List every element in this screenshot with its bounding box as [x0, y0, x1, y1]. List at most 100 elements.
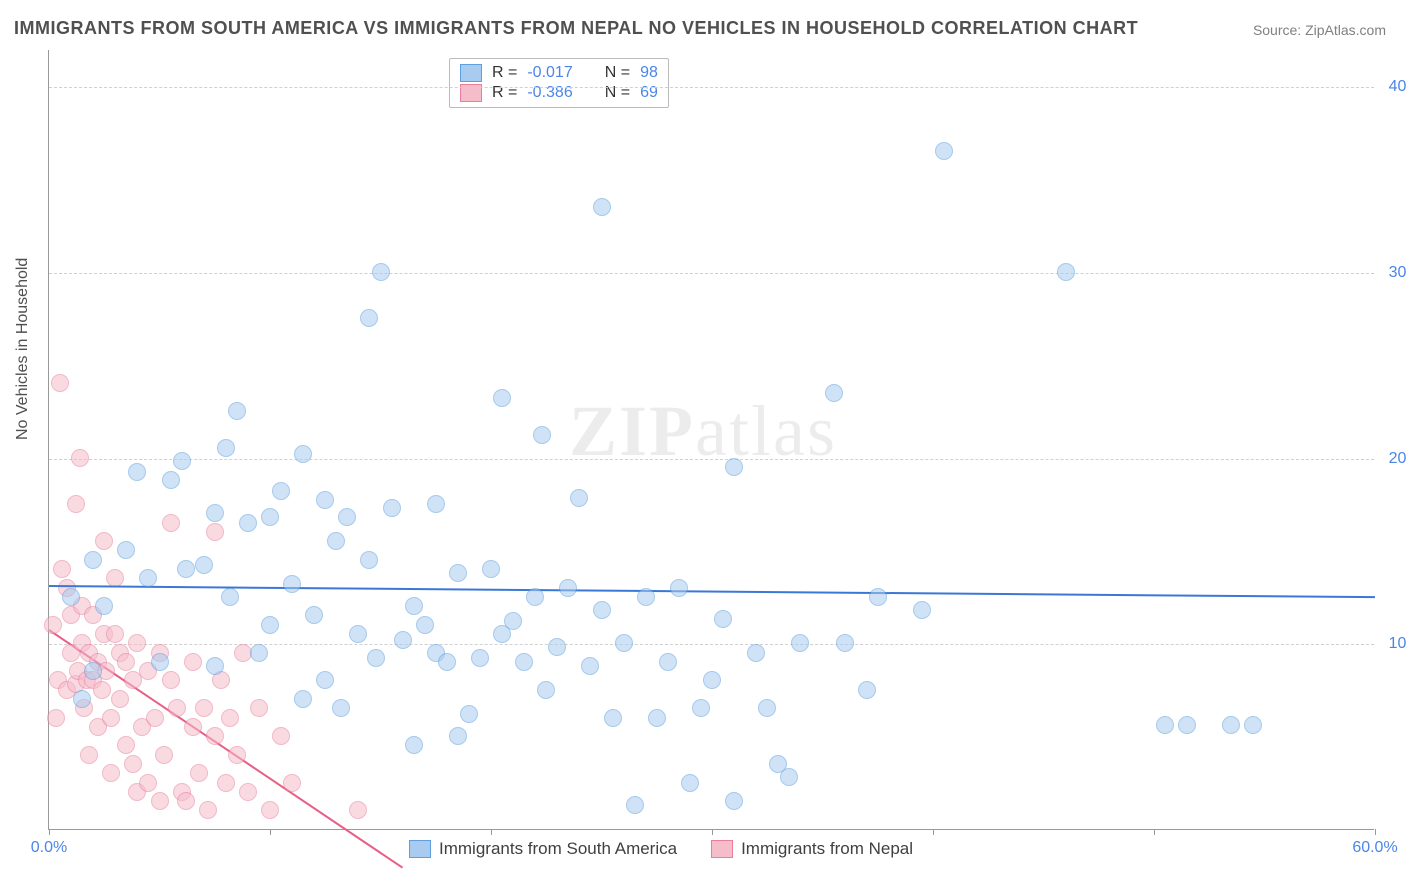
- scatter-point: [581, 657, 599, 675]
- scatter-point: [62, 588, 80, 606]
- scatter-point: [146, 709, 164, 727]
- trend-line: [49, 585, 1375, 598]
- scatter-point: [1057, 263, 1075, 281]
- scatter-point: [825, 384, 843, 402]
- scatter-point: [206, 727, 224, 745]
- gridline: [49, 459, 1374, 460]
- scatter-point: [151, 792, 169, 810]
- legend-item: Immigrants from Nepal: [711, 839, 913, 859]
- scatter-point: [316, 491, 334, 509]
- scatter-point: [570, 489, 588, 507]
- scatter-point: [221, 588, 239, 606]
- n-value: 98: [640, 64, 658, 82]
- n-label: N =: [605, 64, 630, 82]
- legend-stat-row: R =-0.017N =98: [460, 63, 658, 83]
- scatter-point: [725, 792, 743, 810]
- scatter-point: [316, 671, 334, 689]
- scatter-point: [261, 508, 279, 526]
- r-value: -0.017: [527, 64, 572, 82]
- scatter-point: [349, 625, 367, 643]
- scatter-point: [272, 482, 290, 500]
- scatter-point: [935, 142, 953, 160]
- scatter-point: [283, 774, 301, 792]
- scatter-point: [184, 653, 202, 671]
- scatter-point: [703, 671, 721, 689]
- scatter-point: [139, 774, 157, 792]
- chart-title: IMMIGRANTS FROM SOUTH AMERICA VS IMMIGRA…: [14, 18, 1138, 39]
- scatter-point: [190, 764, 208, 782]
- scatter-point: [394, 631, 412, 649]
- scatter-point: [438, 653, 456, 671]
- scatter-point: [250, 699, 268, 717]
- scatter-point: [858, 681, 876, 699]
- scatter-point: [102, 764, 120, 782]
- scatter-point: [615, 634, 633, 652]
- scatter-point: [111, 690, 129, 708]
- scatter-point: [416, 616, 434, 634]
- scatter-point: [747, 644, 765, 662]
- scatter-point: [725, 458, 743, 476]
- scatter-point: [84, 551, 102, 569]
- scatter-point: [73, 690, 91, 708]
- scatter-point: [526, 588, 544, 606]
- scatter-point: [332, 699, 350, 717]
- legend-label: Immigrants from South America: [439, 839, 677, 859]
- scatter-point: [177, 792, 195, 810]
- scatter-point: [648, 709, 666, 727]
- scatter-point: [360, 309, 378, 327]
- scatter-point: [1178, 716, 1196, 734]
- scatter-point: [272, 727, 290, 745]
- scatter-point: [383, 499, 401, 517]
- scatter-point: [51, 374, 69, 392]
- scatter-point: [80, 746, 98, 764]
- scatter-point: [173, 452, 191, 470]
- scatter-point: [261, 616, 279, 634]
- scatter-point: [261, 801, 279, 819]
- x-tick: [491, 829, 492, 835]
- scatter-point: [294, 690, 312, 708]
- scatter-point: [47, 709, 65, 727]
- scatter-point: [714, 610, 732, 628]
- scatter-point: [758, 699, 776, 717]
- scatter-point: [155, 746, 173, 764]
- scatter-point: [294, 445, 312, 463]
- scatter-point: [217, 439, 235, 457]
- scatter-point: [84, 662, 102, 680]
- x-tick: [712, 829, 713, 835]
- scatter-point: [305, 606, 323, 624]
- scatter-point: [626, 796, 644, 814]
- x-tick: [1154, 829, 1155, 835]
- scatter-point: [139, 569, 157, 587]
- scatter-point: [184, 718, 202, 736]
- legend-stat-row: R =-0.386N =69: [460, 83, 658, 103]
- scatter-point: [128, 634, 146, 652]
- scatter-point: [102, 709, 120, 727]
- scatter-point: [548, 638, 566, 656]
- scatter-point: [206, 657, 224, 675]
- scatter-point: [93, 681, 111, 699]
- y-tick-label: 40.0%: [1379, 78, 1406, 96]
- scatter-point: [283, 575, 301, 593]
- scatter-point: [338, 508, 356, 526]
- scatter-point: [427, 495, 445, 513]
- legend-swatch: [409, 840, 431, 858]
- scatter-point: [106, 625, 124, 643]
- scatter-point: [199, 801, 217, 819]
- x-tick-label: 0.0%: [31, 839, 67, 857]
- scatter-point: [228, 746, 246, 764]
- scatter-point: [162, 471, 180, 489]
- x-tick-label: 60.0%: [1352, 839, 1397, 857]
- gridline: [49, 87, 1374, 88]
- scatter-point: [44, 616, 62, 634]
- gridline: [49, 273, 1374, 274]
- scatter-point: [681, 774, 699, 792]
- scatter-point: [71, 449, 89, 467]
- scatter-point: [637, 588, 655, 606]
- x-tick: [933, 829, 934, 835]
- scatter-point: [836, 634, 854, 652]
- x-tick: [49, 829, 50, 835]
- scatter-point: [177, 560, 195, 578]
- scatter-point: [327, 532, 345, 550]
- scatter-point: [1244, 716, 1262, 734]
- scatter-point: [449, 564, 467, 582]
